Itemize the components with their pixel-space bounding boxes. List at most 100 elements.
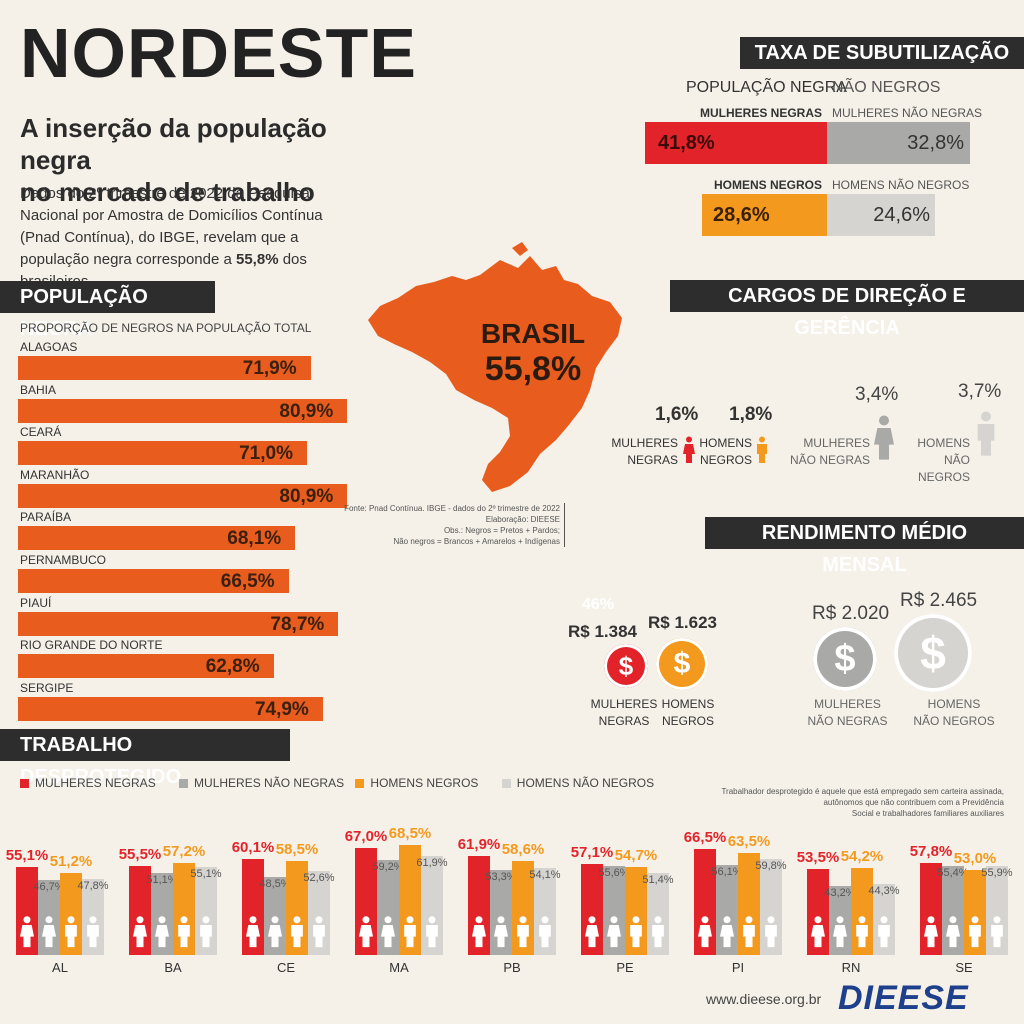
- column-value-label: 53,5%: [796, 849, 840, 867]
- homens-negros-label: HOMENS NEGROS: [713, 178, 822, 192]
- woman-icon: [381, 916, 395, 948]
- cargos-hn-value: 1,8%: [729, 404, 773, 425]
- homens-nao-value: 24,6%: [873, 204, 930, 226]
- column-bar: [355, 847, 377, 955]
- brasil-label: BRASIL: [480, 318, 586, 349]
- state-value-label: 80,9%: [279, 400, 334, 422]
- mulheres-negras-label: MULHERES NEGRAS: [699, 106, 822, 120]
- woman-icon: [155, 916, 169, 948]
- brasil-value: 55,8%: [484, 350, 582, 388]
- man-icon: [856, 916, 868, 948]
- column-value-label: 55,5%: [118, 846, 162, 864]
- rendimento-hnn-l1: HOMENS: [927, 697, 981, 711]
- man-icon: [991, 916, 1003, 948]
- desprotegido-heading: TRABALHO DESPROTEGIDO: [0, 729, 290, 788]
- man-icon: [517, 916, 529, 948]
- state-bar: [18, 356, 311, 380]
- state-bar: [18, 569, 289, 593]
- rendimento-mn-l2: NEGRAS: [598, 714, 650, 728]
- woman-icon: [585, 916, 599, 948]
- rendimento-hn-l1: HOMENS: [661, 697, 715, 711]
- state-label: CEARÁ: [20, 425, 62, 440]
- subtitle-line-2: no mercado de trabalho: [20, 177, 315, 207]
- man-icon: [652, 916, 664, 948]
- woman-icon: [698, 916, 712, 948]
- column-value-label: 61,9%: [457, 835, 501, 853]
- cargos-hnn-value: 3,7%: [958, 381, 1002, 402]
- man-icon: [426, 916, 438, 948]
- column-value-label: 53,0%: [953, 850, 997, 868]
- rendimento-heading: RENDIMENTO MÉDIO MENSAL: [705, 517, 1024, 576]
- source-line-2: Elaboração: DIEESE: [485, 515, 560, 524]
- state-value-label: 74,9%: [254, 698, 309, 720]
- woman-icon: [133, 916, 147, 948]
- woman-icon: [268, 916, 282, 948]
- legend-label: HOMENS NÃO NEGROS: [516, 776, 655, 790]
- man-icon: [969, 916, 981, 948]
- woman-icon: [20, 916, 34, 948]
- column-value-label: 67,0%: [344, 827, 388, 845]
- state-code-label: CE: [276, 960, 296, 975]
- dollar-coin-icon: $: [894, 614, 972, 692]
- group-negra-label: POPULAÇÃO NEGRA: [686, 79, 847, 96]
- state-code-label: MA: [389, 960, 409, 975]
- rendimento-hn-label: HOMENS NEGROS: [648, 696, 728, 730]
- state-label: RIO GRANDE DO NORTE: [20, 638, 163, 653]
- homens-nao-bar: [827, 194, 935, 236]
- column-value-label: 55,1%: [190, 867, 222, 880]
- column-value-label: 46,7%: [33, 881, 65, 894]
- man-icon: [65, 916, 77, 948]
- rendimento-hn-value: R$ 1.623: [648, 613, 717, 632]
- footer-url[interactable]: www.dieese.org.br: [706, 991, 822, 1007]
- dollar-coin-icon: $: [656, 638, 708, 690]
- column-value-label: 53,3%: [485, 870, 517, 883]
- rendimento-hnn-label: HOMENS NÃO NEGROS: [904, 696, 1004, 730]
- legend-swatch: [355, 779, 365, 789]
- state-value-label: 71,9%: [242, 358, 297, 379]
- woman-icon: [924, 916, 938, 948]
- state-label: BAHIA: [20, 382, 57, 397]
- state-label: ALAGOAS: [20, 340, 78, 354]
- cargos-mnn-value: 3,4%: [855, 384, 899, 405]
- column-value-label: 56,1%: [711, 866, 743, 879]
- column-value-label: 58,6%: [501, 841, 545, 859]
- column-value-label: 43,2%: [824, 886, 856, 899]
- populacao-heading: POPULAÇÃO NEGRA: [0, 281, 215, 340]
- state-bar: [18, 654, 274, 679]
- legend-item: HOMENS NEGROS: [355, 776, 478, 790]
- cargos-mn-value: 1,6%: [655, 404, 699, 425]
- legend-label: MULHERES NÃO NEGRAS: [194, 776, 345, 790]
- man-icon: [878, 916, 890, 948]
- state-code-label: BA: [164, 960, 182, 975]
- source-note: Fonte: Pnad Contínua. IBGE - dados do 2º…: [340, 503, 565, 547]
- cargos-mnn-l1: MULHERES: [803, 436, 870, 450]
- state-bar: [18, 611, 339, 636]
- column-value-label: 44,3%: [868, 885, 900, 898]
- state-bar: [18, 526, 296, 551]
- state-code-label: AL: [52, 960, 68, 975]
- column-value-label: 51,1%: [146, 874, 178, 887]
- man-icon: [200, 916, 212, 948]
- state-code-label: SE: [955, 960, 973, 975]
- column-value-label: 61,9%: [416, 856, 448, 869]
- legend-label: MULHERES NEGRAS: [35, 776, 156, 790]
- state-value-label: 62,8%: [205, 656, 260, 678]
- cargos-hnn-l1: HOMENS: [917, 436, 970, 450]
- dollar-coin-icon: $: [813, 627, 877, 691]
- source-line-1: Fonte: Pnad Contínua. IBGE - dados do 2º…: [344, 504, 560, 513]
- woman-icon: [811, 916, 825, 948]
- legend-label: HOMENS NEGROS: [370, 776, 479, 790]
- page-title: NORDESTE: [20, 14, 417, 92]
- man-icon: [404, 916, 416, 948]
- state-label: PARAÍBA: [20, 510, 72, 525]
- cargos-mn-label: MULHERES NEGRAS: [600, 435, 678, 469]
- intro-bold: 55,8%: [236, 251, 279, 268]
- man-icon: [743, 916, 755, 948]
- column-value-label: 58,5%: [275, 841, 319, 859]
- woman-icon: [42, 916, 56, 948]
- column-bar: [694, 848, 716, 955]
- mulheres-negras-bar: [645, 122, 827, 164]
- column-value-label: 57,1%: [570, 843, 614, 861]
- column-value-label: 54,2%: [840, 848, 884, 866]
- homens-nao-label: HOMENS NÃO NEGROS: [832, 178, 970, 192]
